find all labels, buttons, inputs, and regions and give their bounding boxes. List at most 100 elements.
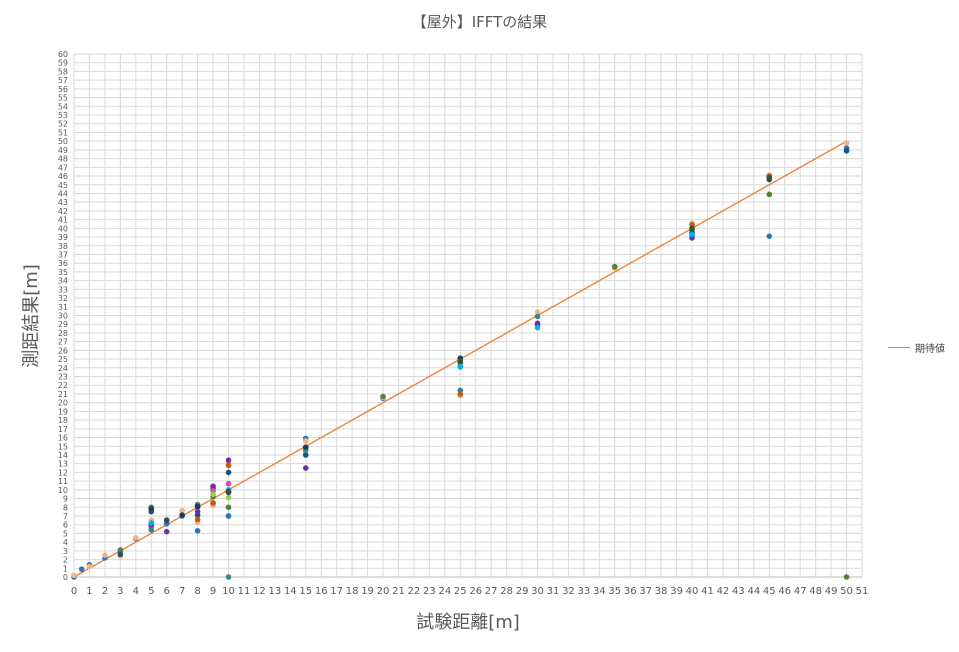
data-point <box>534 324 541 331</box>
chart-title: 【屋外】IFFTの結果 <box>411 13 548 31</box>
x-tick-labels: 0 1 2 3 4 5 6 7 8 9 10 11 12 13 14 15 16 17 18 19 20 21 22 23 24… <box>71 586 869 597</box>
data-point <box>766 233 773 239</box>
data-point <box>225 488 232 495</box>
data-point <box>843 574 850 580</box>
data-point <box>302 438 309 444</box>
data-point <box>225 462 232 469</box>
y-tick-label: 51 <box>58 128 68 137</box>
x-tick-label: 43 <box>732 586 745 597</box>
x-tick-label: 20 <box>377 586 390 597</box>
x-tick-label: 41 <box>701 586 714 597</box>
y-tick-label: 13 <box>58 460 68 469</box>
x-tick-label: 47 <box>794 586 807 597</box>
data-point <box>179 507 185 514</box>
x-tick-label: 50 <box>840 586 853 597</box>
x-tick-label: 22 <box>408 586 421 597</box>
data-point <box>766 174 773 181</box>
y-tick-label: 58 <box>58 67 68 76</box>
data-point <box>843 147 850 154</box>
data-point <box>102 552 108 559</box>
y-tick-label: 9 <box>63 495 68 504</box>
x-tick-label: 45 <box>763 586 776 597</box>
x-tick-label: 12 <box>253 586 266 597</box>
scatter-series-8 <box>210 491 232 501</box>
y-tick-label: 17 <box>58 425 68 434</box>
y-tick-label: 29 <box>58 320 68 329</box>
data-point <box>148 527 155 533</box>
x-tick-label: 8 <box>194 586 200 597</box>
x-tick-label: 31 <box>547 586 560 597</box>
x-axis-label: 試験距離[m] <box>416 612 520 633</box>
scatter-series-12 <box>225 174 773 495</box>
x-tick-label: 40 <box>686 586 699 597</box>
y-tick-label: 38 <box>58 242 68 251</box>
y-tick-label: 0 <box>63 573 68 582</box>
x-tick-label: 4 <box>133 586 139 597</box>
y-tick-label: 50 <box>58 137 68 146</box>
y-tick-label: 5 <box>63 529 68 538</box>
y-tick-label: 42 <box>58 207 68 216</box>
y-tick-label: 39 <box>58 233 68 242</box>
x-tick-label: 15 <box>299 586 312 597</box>
y-tick-label: 31 <box>58 303 68 312</box>
x-tick-label: 1 <box>86 586 92 597</box>
x-tick-label: 25 <box>454 586 467 597</box>
data-point <box>457 364 464 370</box>
x-tick-label: 23 <box>423 586 436 597</box>
data-point <box>133 534 139 541</box>
y-tick-label: 7 <box>63 512 68 521</box>
data-point <box>194 528 201 534</box>
x-tick-label: 26 <box>469 586 482 597</box>
x-tick-label: 37 <box>639 586 652 597</box>
scatter-series-10 <box>148 231 695 526</box>
x-tick-label: 16 <box>315 586 328 597</box>
data-point <box>194 503 201 510</box>
x-tick-label: 49 <box>825 586 838 597</box>
data-point <box>148 506 155 512</box>
data-point <box>689 225 695 232</box>
scatter-series-11 <box>194 173 773 523</box>
x-tick-label: 42 <box>717 586 730 597</box>
x-tick-label: 38 <box>655 586 668 597</box>
y-tick-label: 54 <box>58 102 68 111</box>
data-point <box>225 494 232 501</box>
x-tick-label: 10 <box>222 586 235 597</box>
data-point <box>534 309 541 315</box>
data-point <box>163 517 170 524</box>
y-tick-label: 24 <box>58 364 68 373</box>
data-point <box>457 391 464 397</box>
y-tick-label: 59 <box>58 59 68 68</box>
x-tick-label: 35 <box>608 586 621 597</box>
gridlines <box>73 53 863 578</box>
data-point <box>225 469 232 476</box>
x-tick-label: 21 <box>392 586 405 597</box>
legend-label-expected: 期待値 <box>915 344 945 355</box>
data-point <box>225 513 232 519</box>
y-tick-label: 49 <box>58 146 68 155</box>
x-tick-label: 39 <box>670 586 683 597</box>
y-tick-label: 44 <box>58 189 68 198</box>
data-point <box>225 480 232 487</box>
y-tick-label: 37 <box>58 250 68 259</box>
y-tick-label: 56 <box>58 85 68 94</box>
data-point <box>210 491 216 497</box>
x-tick-label: 27 <box>485 586 498 597</box>
y-tick-label: 6 <box>63 521 68 530</box>
y-tick-label: 30 <box>58 312 68 321</box>
data-point <box>611 263 618 270</box>
data-point <box>225 504 232 511</box>
data-point <box>210 500 216 506</box>
y-tick-label: 1 <box>63 564 68 573</box>
y-tick-label: 3 <box>63 547 68 556</box>
y-tick-label: 35 <box>58 268 68 277</box>
y-tick-label: 12 <box>58 468 68 477</box>
x-tick-label: 0 <box>71 586 77 597</box>
x-tick-label: 17 <box>330 586 343 597</box>
y-tick-label: 2 <box>63 556 68 565</box>
y-tick-label: 41 <box>58 216 68 225</box>
y-tick-label: 4 <box>63 538 68 547</box>
x-tick-label: 11 <box>238 586 251 597</box>
x-tick-label: 28 <box>500 586 513 597</box>
data-point <box>78 566 85 572</box>
